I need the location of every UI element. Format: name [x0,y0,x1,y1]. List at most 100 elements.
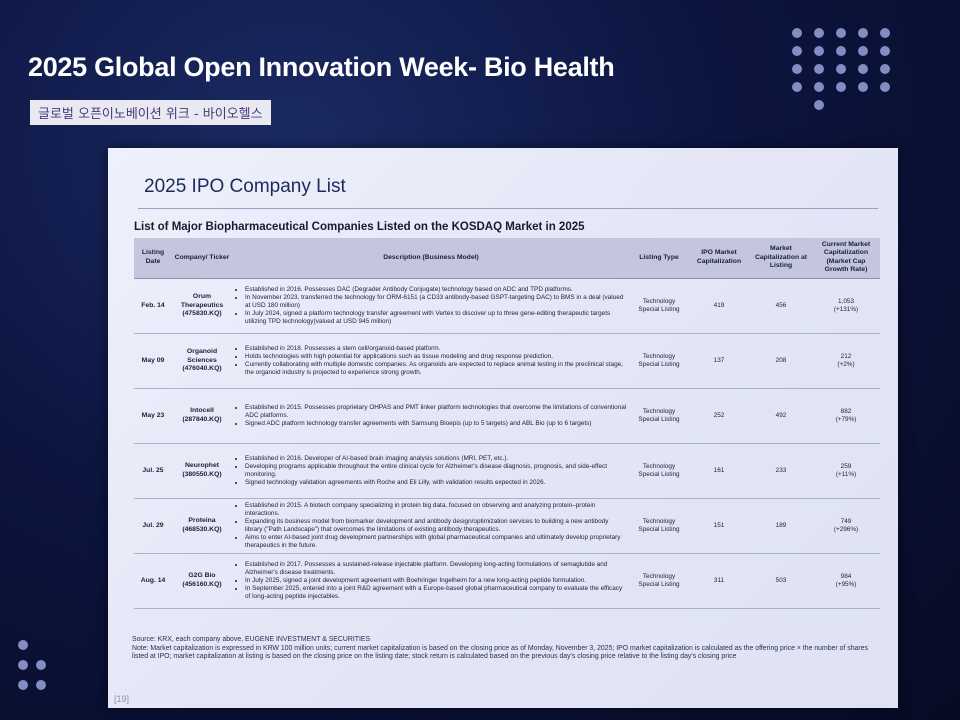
description-item: In September 2025, entered into a joint … [245,585,627,601]
market-cap-at-listing: 189 [750,498,812,554]
current-market-cap: 259 [840,462,852,470]
company-name: Orum Therapeutics [180,293,224,309]
current-market-cap-cell: 259 (+11%) [812,443,880,499]
ipo-market-cap: 252 [688,388,750,444]
description-item: Holds technologies with high potential f… [245,353,627,361]
header-market-cap-at-listing: Market Capitalization at Listing [750,238,812,279]
market-cap-at-listing: 233 [750,443,812,499]
description-item: Aims to enter AI-based joint drug develo… [245,534,627,550]
current-market-cap-cell: 882 (+79%) [812,388,880,444]
market-cap-at-listing: 492 [750,388,812,444]
company-ticker: (456160.KQ) [182,580,222,588]
description-cell: Established in 2016. Developer of AI-bas… [232,443,630,499]
company-cell: Orum Therapeutics (475830.KQ) [172,278,232,334]
listing-type: Technology Special Listing [630,333,688,389]
current-market-cap: 212 [840,352,852,360]
description-list: Established in 2015. A biotech company s… [235,502,627,550]
description-cell: Established in 2017. Possesses a sustain… [232,553,630,609]
description-cell: Established in 2018. Possesses a stem ce… [232,333,630,389]
company-cell: Proteina (468530.KQ) [172,498,232,554]
ipo-table: Listing Date Company/ Ticker Description… [134,238,880,609]
header-listing-date: Listing Date [134,238,172,279]
company-ticker: (468530.KQ) [182,525,222,533]
company-ticker: (380550.KQ) [182,470,222,478]
company-cell: Intocell (287840.KQ) [172,388,232,444]
description-item: In November 2023, transferred the techno… [245,294,627,310]
source-note: Source: KRX, each company above, EUGENE … [132,636,371,643]
description-list: Established in 2017. Possesses a sustain… [235,561,627,601]
company-name: Organoid Sciences [186,348,218,364]
description-item: Established in 2018. Possesses a stem ce… [245,345,627,353]
listing-type: Technology Special Listing [630,498,688,554]
company-ticker: (475830.KQ) [182,310,222,318]
market-cap-at-listing: 208 [750,333,812,389]
ipo-market-cap: 161 [688,443,750,499]
description-cell: Established in 2015. Possesses proprieta… [232,388,630,444]
listing-type: Technology Special Listing [630,278,688,334]
description-item: Currently collaborating with multiple do… [245,361,627,377]
description-item: In July 2025, signed a joint development… [245,577,627,585]
current-market-cap: 749 [840,517,852,525]
description-item: Established in 2016. Possesses DAC (Degr… [245,286,627,294]
current-market-cap: 984 [840,572,852,580]
ipo-market-cap: 137 [688,333,750,389]
listing-date: Aug. 14 [134,553,172,609]
description-cell: Established in 2016. Possesses DAC (Degr… [232,278,630,334]
listing-type: Technology Special Listing [630,443,688,499]
listing-date: Jul. 29 [134,498,172,554]
market-cap-growth-rate: (+79%) [835,415,857,423]
header-listing-type: Listing Type [630,238,688,279]
market-cap-at-listing: 456 [750,278,812,334]
methodology-note: Note: Market capitalization is expressed… [132,644,868,661]
company-name: Proteina [188,517,216,525]
current-market-cap-cell: 212 (+2%) [812,333,880,389]
current-market-cap-cell: 1,053 (+131%) [812,278,880,334]
header-current-market-cap: Current Market Capitalization (Market Ca… [812,238,880,279]
description-item: In July 2024, signed a platform technolo… [245,310,627,326]
company-name: G2G Bio [188,572,216,580]
table-header-row: Listing Date Company/ Ticker Description… [134,238,880,279]
slide-title: 2025 IPO Company List [144,176,346,197]
table-caption: List of Major Biopharmaceutical Companie… [134,221,585,233]
listing-type: Technology Special Listing [630,553,688,609]
listing-date: May 23 [134,388,172,444]
current-market-cap-cell: 749 (+296%) [812,498,880,554]
event-subtitle: 글로벌 오픈이노베이션 위크 - 바이오헬스 [30,100,271,125]
current-market-cap: 882 [840,407,852,415]
ipo-market-cap: 419 [688,278,750,334]
market-cap-growth-rate: (+131%) [833,305,859,313]
company-name: Neurophet [185,462,219,470]
listing-date: Jul. 25 [134,443,172,499]
description-list: Established in 2015. Possesses proprieta… [235,404,627,428]
description-item: Established in 2017. Possesses a sustain… [245,561,627,577]
company-cell: Neurophet (380550.KQ) [172,443,232,499]
listing-date: Feb. 14 [134,278,172,334]
current-market-cap: 1,053 [838,297,854,305]
footnotes: Source: KRX, each company above, EUGENE … [132,636,884,662]
ipo-market-cap: 311 [688,553,750,609]
description-item: Expanding its business model from biomar… [245,518,627,534]
description-item: Signed ADC platform technology transfer … [245,420,627,428]
company-ticker: (476040.KQ) [182,365,222,373]
header-description: Description (Business Model) [232,238,630,279]
market-cap-growth-rate: (+2%) [837,360,855,368]
company-ticker: (287840.KQ) [182,415,222,423]
page-number: [19] [114,694,130,704]
company-cell: Organoid Sciences (476040.KQ) [172,333,232,389]
header-company-ticker: Company/ Ticker [172,238,232,279]
projected-slide: 2025 IPO Company List List of Major Biop… [108,148,898,708]
company-cell: G2G Bio (456160.KQ) [172,553,232,609]
description-item: Established in 2015. Possesses proprieta… [245,404,627,420]
market-cap-growth-rate: (+95%) [835,580,857,588]
current-market-cap-cell: 984 (+95%) [812,553,880,609]
description-list: Established in 2016. Possesses DAC (Degr… [235,286,627,326]
market-cap-growth-rate: (+11%) [835,470,857,478]
title-divider [138,208,878,209]
description-item: Developing programs applicable throughou… [245,463,627,479]
description-item: Signed technology validation agreements … [245,479,627,487]
